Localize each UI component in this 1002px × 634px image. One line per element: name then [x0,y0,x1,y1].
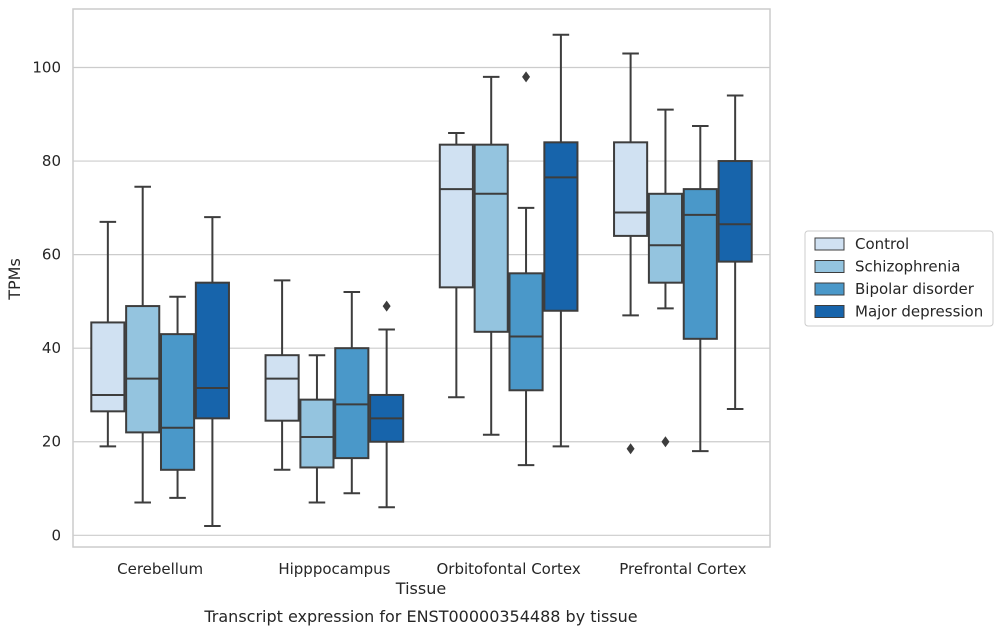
box-control [438,131,474,399]
x-tick-label: Prefrontal Cortex [619,560,746,578]
legend-label: Control [855,235,909,253]
box-major-depression [369,300,405,509]
legend-frame [804,230,994,327]
legend-swatch-schizophrenia [814,260,845,273]
x-tick-label: Hipppocampus [278,560,390,578]
outlier-point [522,71,531,83]
legend-label: Bipolar disorder [855,280,975,298]
box-schizophrenia [647,108,684,448]
box [473,143,509,333]
box-bipolar-disorder [508,71,544,467]
y-tick-label: 100 [32,58,61,76]
y-tick-label: 20 [42,433,61,451]
x-axis-ticks: Cerebellum Hipppocampus Orbitofontal Corte… [117,560,746,578]
legend-label: Major depression [855,303,983,321]
box [159,333,196,471]
box [717,160,753,263]
box-control [90,220,126,448]
box-bipolar-disorder [334,291,370,495]
box [438,143,474,289]
x-axis-label: Tissue [395,579,446,598]
y-tick-label: 60 [42,246,61,264]
box-schizophrenia [299,354,335,504]
box-control [264,279,300,471]
outlier-point [626,443,635,455]
y-tick-label: 80 [42,152,61,170]
box-bipolar-disorder [682,124,718,453]
y-axis-label: TPMs [5,258,24,301]
figure-caption: Transcript expression for ENST0000035448… [203,607,637,626]
y-tick-label: 40 [42,339,61,357]
y-tick-label: 0 [51,526,61,544]
outlier-point [382,300,391,312]
box-major-depression [543,33,579,448]
box-control [613,52,649,455]
x-tick-label: Orbitofontal Cortex [437,560,581,578]
box [264,354,300,422]
plot-frame [72,8,771,548]
box [90,321,126,413]
box [508,272,544,392]
box [194,281,230,420]
box-schizophrenia [125,185,161,504]
legend-swatch-major-depression [814,305,845,318]
box-major-depression [717,94,753,410]
box-major-depression [194,216,230,527]
box [682,188,718,340]
box [125,305,161,434]
legend-label: Schizophrenia [855,258,960,276]
box-plot-area [90,33,753,527]
box [647,192,684,284]
legend-swatch-bipolar-disorder [814,282,845,296]
box [299,398,335,469]
x-tick-label: Cerebellum [117,560,203,578]
legend-swatch-control [814,237,845,251]
outlier-point [661,436,670,448]
box [334,347,370,460]
y-axis-ticks: 0 20 40 60 80 100 [32,58,61,544]
legend: Control Schizophrenia Bipolar disorder Majo… [804,230,994,327]
box-schizophrenia [473,75,509,436]
box [613,141,649,237]
box-bipolar-disorder [159,295,196,499]
box [543,141,579,312]
